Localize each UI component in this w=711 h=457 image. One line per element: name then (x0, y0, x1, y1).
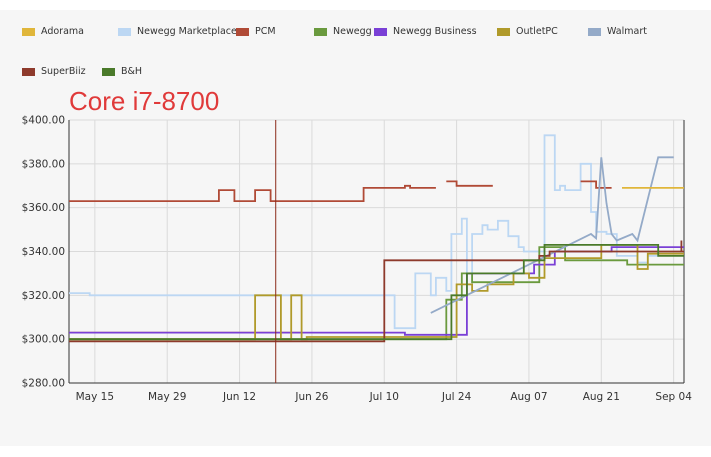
series-line (430, 156, 674, 314)
y-tick-label: $360.00 (22, 202, 65, 214)
x-tick-label: May 15 (76, 391, 114, 403)
series-line (69, 134, 684, 330)
y-tick-label: $280.00 (22, 378, 65, 390)
x-tick-label: Jul 24 (441, 391, 472, 403)
y-tick-label: $400.00 (22, 115, 65, 127)
legend-swatch (118, 27, 131, 36)
legend-item[interactable]: OutletPC (497, 26, 558, 40)
legend-swatch (22, 27, 35, 36)
x-tick-label: Aug 07 (510, 391, 547, 403)
chart-title: Core i7-8700 (69, 86, 220, 116)
x-tick-label: Sep 04 (655, 391, 692, 403)
legend-swatch (497, 27, 510, 36)
legend-item[interactable]: Newegg Business (374, 26, 477, 40)
legend-item[interactable]: Newegg Marketplace (118, 26, 237, 40)
x-tick-label: Jun 12 (222, 391, 256, 403)
x-tick-label: Aug 21 (583, 391, 620, 403)
series-line (69, 246, 684, 341)
legend-item[interactable]: PCM (236, 26, 276, 40)
legend-swatch (588, 27, 601, 36)
x-tick-label: May 29 (148, 391, 186, 403)
legend-item[interactable]: Newegg (314, 26, 372, 40)
legend-label: PCM (255, 26, 276, 37)
legend-label: B&H (121, 66, 143, 77)
legend-swatch (314, 27, 327, 36)
series-line (446, 180, 493, 187)
legend-swatch (374, 27, 387, 36)
legend-item[interactable]: Walmart (588, 26, 647, 40)
legend-label: Walmart (607, 26, 647, 37)
series-line (69, 243, 684, 341)
legend-swatch (236, 27, 249, 36)
legend-swatch (22, 67, 35, 76)
legend-label: SuperBiiz (41, 66, 86, 77)
y-tick-label: $380.00 (22, 158, 65, 170)
series-line (69, 184, 436, 203)
x-tick-label: Jun 26 (294, 391, 328, 403)
legend-label: Newegg Marketplace (137, 26, 237, 37)
x-tick-label: Jul 10 (369, 391, 399, 403)
legend-label: OutletPC (516, 26, 558, 37)
legend-item[interactable]: SuperBiiz (22, 66, 86, 80)
legend-swatch (102, 67, 115, 76)
legend-item[interactable]: Adorama (22, 26, 84, 40)
y-tick-label: $300.00 (22, 334, 65, 346)
legend-item[interactable]: B&H (102, 66, 142, 80)
series-line (580, 180, 612, 189)
legend-label: Newegg Business (393, 26, 477, 37)
y-tick-label: $340.00 (22, 246, 65, 258)
y-tick-label: $320.00 (22, 290, 65, 302)
legend-label: Newegg (333, 26, 372, 37)
legend-label: Adorama (41, 26, 84, 37)
series-line (69, 250, 684, 343)
